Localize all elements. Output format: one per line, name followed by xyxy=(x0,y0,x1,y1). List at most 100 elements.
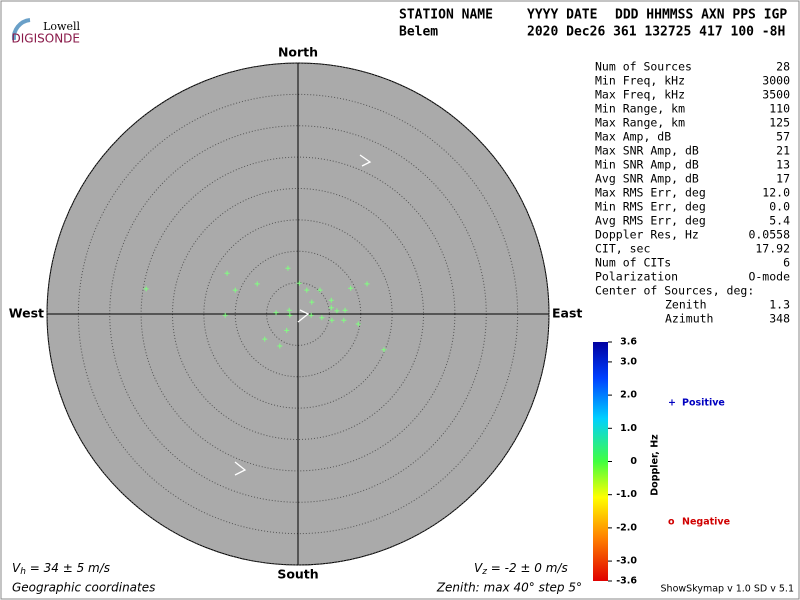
stat-value: 17.92 xyxy=(755,242,790,256)
source-point xyxy=(224,270,230,276)
stat-value: 0.0 xyxy=(769,200,790,214)
stat-label: Min RMS Err, deg xyxy=(595,200,706,214)
source-point xyxy=(381,347,387,353)
source-point xyxy=(286,307,292,313)
source-point xyxy=(308,312,314,318)
source-point xyxy=(296,280,302,286)
source-point xyxy=(329,317,335,323)
version: ShowSkymap v 1.0 SD v 5.1 xyxy=(661,584,794,595)
direction-label: West xyxy=(9,306,44,321)
source-point xyxy=(342,307,348,313)
source-point xyxy=(319,315,325,321)
legend-symbol: + xyxy=(668,398,676,409)
vz-label: Vz = -2 ± 0 m/s xyxy=(474,561,568,577)
logo-bottom: DIGISONDE xyxy=(12,32,80,46)
legend: + Positive o Negative xyxy=(668,398,730,528)
stat-label: Polarization xyxy=(595,270,678,284)
colorbar-tick-label: -3.0 xyxy=(616,556,637,567)
header-col: DDD HHMMSS AXN PPS IGP xyxy=(615,8,787,23)
colorbar-tick-label: 3.0 xyxy=(620,356,637,367)
stat-label: Max Amp, dB xyxy=(595,130,671,144)
legend-symbol: o xyxy=(668,517,675,528)
stat-value: 57 xyxy=(776,130,790,144)
colorbar-tick-label: 3.6 xyxy=(620,337,637,348)
source-point xyxy=(348,285,354,291)
stat-label: Avg SNR Amp, dB xyxy=(595,172,699,186)
stat-label: Min SNR Amp, dB xyxy=(595,158,699,172)
stat-value: 12.0 xyxy=(762,186,790,200)
stat-value: 21 xyxy=(776,144,790,158)
direction-label: South xyxy=(277,567,318,582)
colorbar-tick-label: 0 xyxy=(630,456,637,467)
coordinates: Geographic coordinates xyxy=(12,581,155,595)
legend-label: Positive xyxy=(682,398,725,409)
stat-label: Center of Sources, deg: xyxy=(595,284,754,298)
source-point xyxy=(364,281,370,287)
stat-value: 110 xyxy=(769,102,790,116)
source-point xyxy=(328,297,334,303)
source-point xyxy=(232,287,238,293)
source-point xyxy=(222,312,228,318)
logo-arc xyxy=(11,18,31,41)
velocity-arrow xyxy=(234,461,247,476)
stat-value: O-mode xyxy=(748,270,790,284)
source-point xyxy=(284,327,290,333)
source-point xyxy=(309,299,315,305)
legend-label: Negative xyxy=(682,517,730,528)
header-col: STATION NAME xyxy=(399,8,493,23)
colorbar xyxy=(593,342,608,581)
header-col: YYYY DATE xyxy=(527,8,597,23)
header-value: 2020 Dec26 361 132725 417 100 -8H xyxy=(527,25,785,40)
source-point xyxy=(287,312,293,318)
stat-label: Max Freq, kHz xyxy=(595,88,685,102)
stat-label: Zenith xyxy=(665,298,707,312)
stat-label: Avg RMS Err, deg xyxy=(595,214,706,228)
colorbar-axis: 3.6 3.0 2.0 1.0 0 -1.0 -2.0 -3.0 -3.6 xyxy=(608,337,637,587)
source-point xyxy=(317,287,323,293)
stat-label: Max SNR Amp, dB xyxy=(595,144,699,158)
stat-value: 3000 xyxy=(762,74,790,88)
stat-value: 17 xyxy=(776,172,790,186)
stat-value: 13 xyxy=(776,158,790,172)
zenith-note: Zenith: max 40° step 5° xyxy=(436,581,582,595)
stat-label: Num of Sources xyxy=(595,60,692,74)
source-point xyxy=(334,308,340,314)
stat-label: Max Range, km xyxy=(595,116,685,130)
stat-value: 1.3 xyxy=(769,298,790,312)
logo-top: Lowell xyxy=(43,20,80,33)
stat-value: 6 xyxy=(783,256,790,270)
stat-value: 0.0558 xyxy=(748,228,790,242)
stat-value: 125 xyxy=(769,116,790,130)
source-point xyxy=(273,310,279,316)
colorbar-tick-label: -2.0 xyxy=(616,522,637,533)
stat-label: Azimuth xyxy=(665,312,713,326)
source-point xyxy=(341,317,347,323)
colorbar-label: Doppler, Hz xyxy=(650,434,661,496)
stat-value: 5.4 xyxy=(769,214,790,228)
header-value: Belem xyxy=(399,25,438,40)
stat-value: 28 xyxy=(776,60,790,74)
stat-label: Doppler Res, Hz xyxy=(595,228,699,242)
source-point xyxy=(304,287,310,293)
stat-label: Min Freq, kHz xyxy=(595,74,685,88)
stat-label: Min Range, km xyxy=(595,102,685,116)
source-point xyxy=(355,321,361,327)
direction-label: North xyxy=(278,45,318,60)
stats-table: Num of Sources 28 Min Freq, kHz 3000 Max Fre… xyxy=(595,60,790,326)
stat-label: CIT, sec xyxy=(595,242,650,256)
source-point xyxy=(254,281,260,287)
colorbar-tick-label: 2.0 xyxy=(620,390,637,401)
velocity-arrow xyxy=(359,154,372,167)
stat-value: 348 xyxy=(769,312,790,326)
stat-value: 3500 xyxy=(762,88,790,102)
stat-label: Max RMS Err, deg xyxy=(595,186,706,200)
plot: North South East West xyxy=(9,45,583,582)
vh-label: Vh = 34 ± 5 m/s xyxy=(12,561,110,577)
source-point xyxy=(285,265,291,271)
direction-label: East xyxy=(552,306,582,321)
source-point xyxy=(328,305,334,311)
colorbar-tick-label: 1.0 xyxy=(620,423,637,434)
velocity-arrow xyxy=(297,309,310,323)
